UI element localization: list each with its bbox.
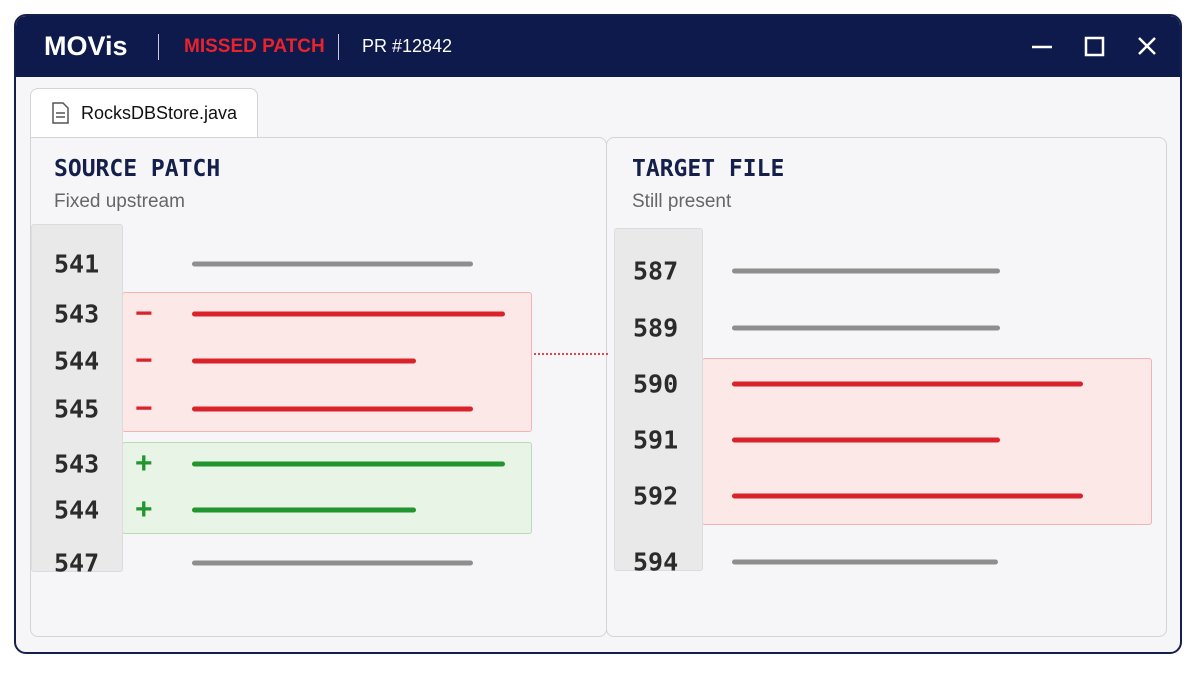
source-panel: SOURCE PATCH Fixed upstream 541 543 − 544 − 5… <box>30 137 607 637</box>
code-line <box>732 381 1083 387</box>
app-name: MOVis <box>44 31 128 61</box>
link-line <box>534 353 608 355</box>
panel-title: TARGET FILE <box>632 156 785 182</box>
diff-marker: + <box>135 447 153 480</box>
maximize-button[interactable] <box>1084 36 1105 57</box>
diff-marker: + <box>135 493 153 526</box>
title-bar: MOVis MISSED PATCH PR #12842 <box>16 16 1180 77</box>
line-number: 541 <box>54 249 100 279</box>
code-line <box>732 268 1000 274</box>
line-number: 590 <box>633 369 679 399</box>
code-line <box>192 560 473 566</box>
code-line <box>732 325 1000 331</box>
diff-marker: − <box>135 392 153 425</box>
code-line <box>192 507 416 513</box>
code-line <box>732 437 1000 443</box>
separator <box>338 34 339 60</box>
pr-number: PR #12842 <box>362 36 453 56</box>
target-panel: TARGET FILE Still present 587 589 590 591 59… <box>606 137 1167 637</box>
panel-subtitle: Still present <box>632 191 732 212</box>
line-number: 594 <box>633 547 679 577</box>
panel-title: SOURCE PATCH <box>54 156 221 182</box>
separator <box>158 34 159 60</box>
code-line <box>192 406 473 412</box>
file-tab[interactable]: RocksDBStore.java <box>30 88 258 138</box>
line-number: 547 <box>54 548 100 578</box>
file-name: RocksDBStore.java <box>81 103 238 123</box>
panel-subtitle: Fixed upstream <box>54 191 185 212</box>
code-line <box>192 358 416 364</box>
diff-marker: − <box>135 297 153 330</box>
line-number: 544 <box>54 346 100 376</box>
change-block <box>122 442 532 534</box>
line-number: 545 <box>54 394 100 424</box>
code-line <box>192 261 473 267</box>
line-number: 543 <box>54 449 100 479</box>
window: MOVis MISSED PATCH PR #12842 RocksDBStor… <box>14 14 1182 654</box>
code-line <box>192 311 505 317</box>
line-number: 591 <box>633 425 679 455</box>
window-controls <box>1032 36 1156 57</box>
line-number: 587 <box>633 256 679 286</box>
line-number: 544 <box>54 495 100 525</box>
code-line <box>732 559 998 565</box>
status: MISSED PATCH <box>184 36 325 57</box>
file-icon <box>52 102 69 124</box>
code-line <box>192 461 505 467</box>
close-button[interactable] <box>1138 37 1156 55</box>
diff-marker: − <box>135 344 153 377</box>
line-number: 589 <box>633 313 679 343</box>
line-number: 592 <box>633 481 679 511</box>
line-gutter <box>614 228 703 571</box>
line-number: 543 <box>54 299 100 329</box>
line-gutter <box>31 224 123 572</box>
code-line <box>732 493 1083 499</box>
